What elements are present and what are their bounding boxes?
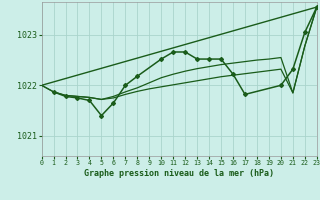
X-axis label: Graphe pression niveau de la mer (hPa): Graphe pression niveau de la mer (hPa) <box>84 169 274 178</box>
